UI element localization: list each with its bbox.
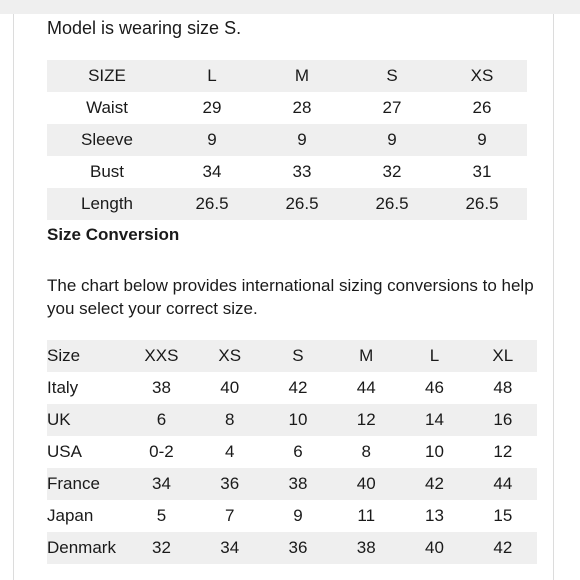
conversion-cell: 14 xyxy=(400,404,469,436)
size-table-row: Length 26.5 26.5 26.5 26.5 xyxy=(47,188,527,220)
size-table: SIZE L M S XS Waist 29 28 27 26 Sleeve 9… xyxy=(47,60,527,220)
conversion-cell: 36 xyxy=(263,532,333,564)
size-table-cell: 28 xyxy=(292,98,312,117)
size-table-cell: 9 xyxy=(167,124,257,156)
size-table-cell: Sleeve xyxy=(47,124,167,156)
size-table-cell: 27 xyxy=(382,98,402,117)
conversion-cell: 12 xyxy=(493,442,513,461)
conversion-cell: Italy xyxy=(47,378,79,397)
size-table-row: Bust 34 33 32 31 xyxy=(47,156,527,188)
conversion-table-header-row: Size XXS XS S M L XL xyxy=(47,340,537,372)
size-table-header-cell: S xyxy=(347,60,437,92)
conversion-table-row: UK 6 8 10 12 14 16 xyxy=(47,404,537,436)
conversion-cell: 4 xyxy=(224,442,235,461)
conversion-table-row: Denmark 32 34 36 38 40 42 xyxy=(47,532,537,564)
conversion-cell: 34 xyxy=(127,468,196,500)
conversion-cell: 42 xyxy=(468,532,537,564)
size-table-cell: 26.5 xyxy=(257,188,347,220)
size-table-cell: 26.5 xyxy=(167,188,257,220)
conversion-table-row: France 34 36 38 40 42 44 xyxy=(47,468,537,500)
size-conversion-description: The chart below provides international s… xyxy=(47,276,534,318)
conversion-cell: 42 xyxy=(400,468,469,500)
size-table-row: Sleeve 9 9 9 9 xyxy=(47,124,527,156)
size-table-header-cell: L xyxy=(167,60,257,92)
conversion-cell: 16 xyxy=(468,404,537,436)
conversion-cell: 9 xyxy=(293,506,303,525)
size-table-cell: 26 xyxy=(472,98,492,117)
conversion-cell: 38 xyxy=(332,532,401,564)
conversion-cell: 44 xyxy=(356,378,376,397)
conversion-cell: 0-2 xyxy=(149,442,174,461)
conversion-cell: 42 xyxy=(288,378,308,397)
conversion-cell: 34 xyxy=(195,532,264,564)
conversion-header-cell: S xyxy=(263,340,333,372)
size-table-header-row: SIZE L M S XS xyxy=(47,60,527,92)
conversion-cell: 8 xyxy=(195,404,264,436)
conversion-header-cell: Size xyxy=(47,340,128,372)
conversion-cell: Denmark xyxy=(47,532,128,564)
size-table-cell: 26.5 xyxy=(437,188,527,220)
conversion-cell: 48 xyxy=(493,378,513,397)
size-table-cell: Bust xyxy=(89,162,125,181)
conversion-cell: 40 xyxy=(400,532,469,564)
conversion-cell: UK xyxy=(47,404,128,436)
conversion-cell: 7 xyxy=(224,506,235,525)
conversion-cell: 44 xyxy=(468,468,537,500)
conversion-cell: 6 xyxy=(127,404,196,436)
conversion-cell: 5 xyxy=(156,506,167,525)
left-border xyxy=(0,14,14,580)
conversion-cell: France xyxy=(47,468,128,500)
conversion-cell: 12 xyxy=(332,404,401,436)
top-border xyxy=(0,0,580,14)
model-size-caption: Model is wearing size S. xyxy=(47,18,242,38)
conversion-table: Size XXS XS S M L XL Italy 38 40 42 44 4… xyxy=(47,340,537,564)
size-table-cell: 29 xyxy=(202,98,222,117)
size-table-header-cell: XS xyxy=(437,60,527,92)
conversion-cell: 40 xyxy=(332,468,401,500)
conversion-table-row: Japan 5 7 9 11 13 15 xyxy=(47,500,537,532)
conversion-cell: Japan xyxy=(47,506,94,525)
conversion-cell: 10 xyxy=(425,442,444,461)
size-table-cell: 34 xyxy=(202,162,222,181)
conversion-cell: 32 xyxy=(127,532,196,564)
size-table-cell: 33 xyxy=(292,162,312,181)
conversion-cell: 13 xyxy=(425,506,444,525)
size-table-cell: Length xyxy=(47,188,167,220)
size-table-cell: 26.5 xyxy=(347,188,437,220)
right-border xyxy=(553,14,580,580)
conversion-cell: 36 xyxy=(195,468,264,500)
conversion-cell: 38 xyxy=(263,468,333,500)
conversion-cell: 15 xyxy=(493,506,513,525)
conversion-cell: 8 xyxy=(361,442,371,461)
size-table-cell: 32 xyxy=(382,162,402,181)
conversion-table-row: Italy 38 40 42 44 46 48 xyxy=(47,372,537,404)
conversion-cell: 40 xyxy=(220,378,240,397)
size-conversion-heading: Size Conversion xyxy=(47,225,180,244)
conversion-header-cell: L xyxy=(400,340,469,372)
conversion-cell: 38 xyxy=(151,378,171,397)
conversion-cell: 46 xyxy=(425,378,444,397)
conversion-cell: USA xyxy=(47,442,82,461)
conversion-header-cell: XXS xyxy=(127,340,196,372)
size-table-cell: 9 xyxy=(437,124,527,156)
size-table-cell: Waist xyxy=(86,98,128,117)
size-table-header-cell: M xyxy=(257,60,347,92)
size-table-header-cell: SIZE xyxy=(47,60,167,92)
size-table-row: Waist 29 28 27 26 xyxy=(47,92,527,124)
size-table-cell: 31 xyxy=(472,162,492,181)
conversion-cell: 10 xyxy=(263,404,333,436)
conversion-table-row: USA 0-2 4 6 8 10 12 xyxy=(47,436,537,468)
conversion-header-cell: XL xyxy=(468,340,537,372)
size-table-cell: 9 xyxy=(257,124,347,156)
size-table-cell: 9 xyxy=(347,124,437,156)
conversion-header-cell: XS xyxy=(195,340,264,372)
conversion-cell: 6 xyxy=(293,442,303,461)
conversion-header-cell: M xyxy=(332,340,401,372)
conversion-cell: 11 xyxy=(357,506,376,525)
